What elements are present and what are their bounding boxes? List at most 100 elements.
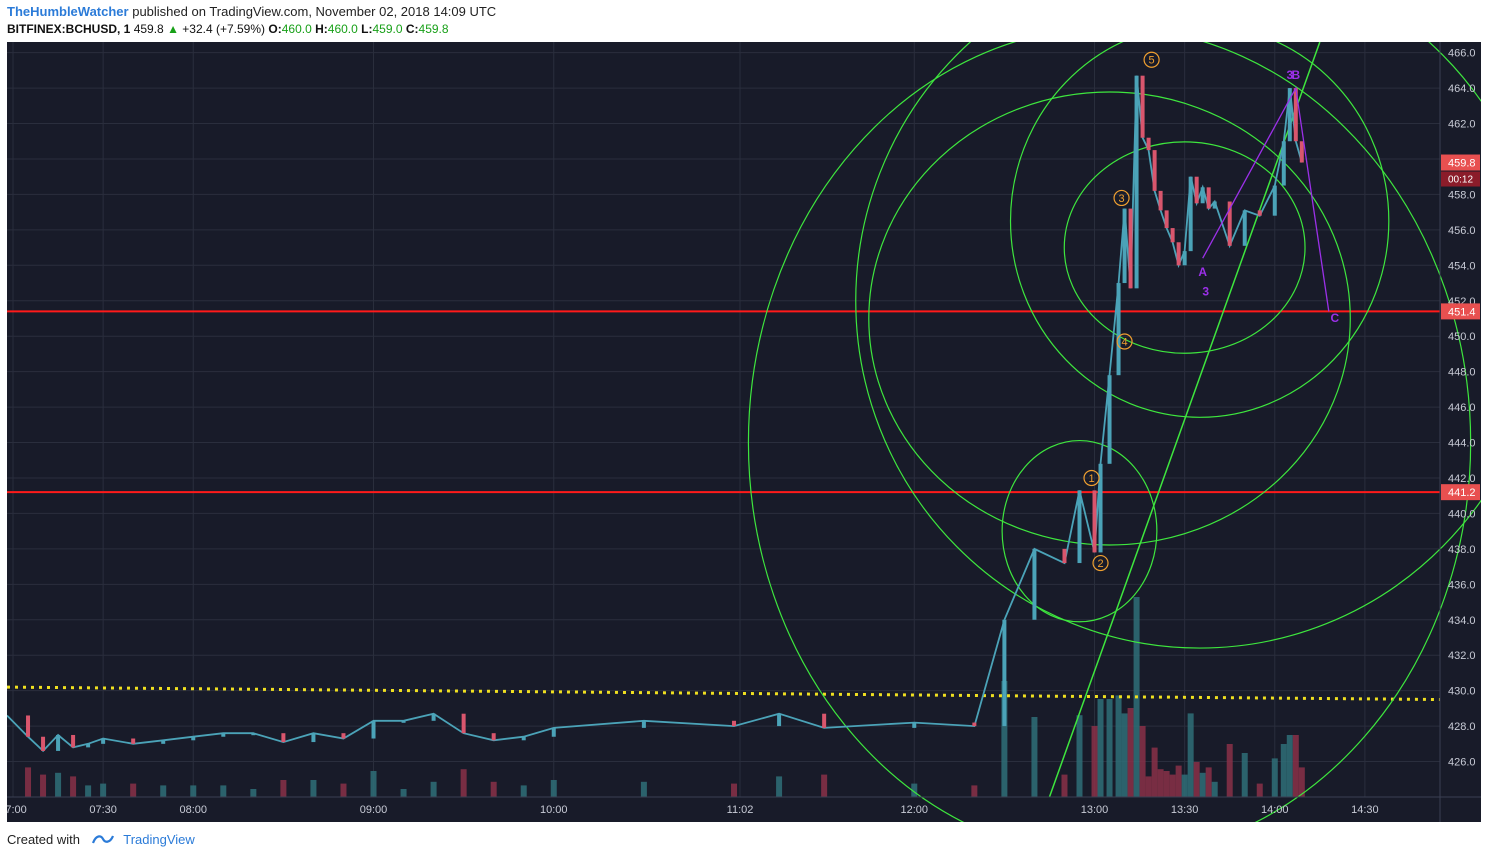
volume-bar	[1169, 774, 1176, 797]
y-tick-label: 430.0	[1448, 686, 1476, 698]
price-tag	[1441, 484, 1480, 501]
candle	[86, 743, 91, 748]
volume-bar	[1187, 713, 1194, 797]
wave-marker	[1092, 554, 1109, 572]
y-tick-label: 436.0	[1448, 579, 1476, 591]
volume-bar	[1271, 758, 1278, 797]
candle	[777, 713, 782, 727]
abc-label: C	[1331, 311, 1340, 325]
close-value: 459.8	[418, 22, 449, 36]
candle	[1092, 490, 1097, 553]
tradingview-logo-icon	[91, 835, 114, 844]
wave-label: 4	[1121, 337, 1127, 349]
wave-marker	[1116, 333, 1133, 350]
wave-label: 2	[1097, 558, 1103, 570]
volume-bar	[1106, 699, 1113, 797]
volume-bar	[490, 781, 497, 797]
published-text: published on TradingView.com, November 0…	[132, 4, 497, 19]
volume-bar	[190, 785, 197, 797]
volume-bar	[55, 772, 62, 797]
open-value: 460.0	[281, 22, 312, 36]
volume-bar	[1001, 681, 1008, 797]
candle	[1212, 201, 1217, 209]
candle	[461, 713, 466, 734]
volume-bar	[40, 774, 47, 797]
volume-bar	[130, 783, 137, 797]
change-value: +32.4 (+7.59%)	[182, 22, 266, 36]
countdown-tag	[1441, 171, 1480, 187]
candle	[371, 720, 376, 739]
volume-bar	[160, 785, 167, 797]
high-value: 460.0	[327, 22, 358, 36]
wave-marker	[1143, 51, 1160, 68]
y-tick-label: 448.0	[1448, 367, 1476, 379]
volume-bar	[1241, 753, 1248, 797]
candle	[56, 734, 61, 751]
candle	[161, 740, 166, 744]
candle	[341, 733, 346, 739]
price-tag-label: 459.8	[1448, 158, 1476, 170]
author-link[interactable]: TheHumbleWatcher	[7, 4, 129, 19]
volume-bar	[1139, 726, 1146, 797]
publish-line: TheHumbleWatcher published on TradingVie…	[7, 4, 496, 19]
candle	[1032, 548, 1037, 620]
candle	[221, 733, 226, 737]
candle	[822, 713, 827, 728]
candle	[1257, 210, 1262, 216]
volume-bar	[460, 769, 467, 797]
fib-circle	[1063, 141, 1306, 354]
y-tick-label: 456.0	[1448, 225, 1476, 237]
y-tick-label: 428.0	[1448, 721, 1476, 733]
wave-marker	[1113, 189, 1130, 207]
volume-bar	[310, 780, 317, 797]
volume-bar	[1097, 699, 1104, 797]
candle	[521, 736, 526, 741]
volume-bar	[520, 785, 527, 797]
grid	[7, 42, 1481, 822]
volume-bar	[1199, 772, 1206, 797]
volume-bar	[1091, 726, 1098, 797]
candle	[1272, 185, 1277, 216]
price-series	[6, 75, 1330, 753]
candle	[1287, 88, 1292, 142]
candle	[1164, 210, 1169, 229]
candle	[1116, 283, 1121, 376]
volume-bar	[911, 783, 918, 797]
close-label: C:	[405, 22, 419, 36]
abc-label: A	[1198, 265, 1207, 279]
last-price: 459.8	[133, 22, 164, 36]
candle	[1158, 190, 1163, 211]
volume-bar	[220, 785, 227, 797]
candle	[1206, 187, 1211, 209]
price-axis[interactable]: 466.0464.0462.0460.0458.0456.0454.0452.0…	[1439, 42, 1480, 822]
x-tick-label: 07:00	[7, 804, 27, 816]
x-tick-label: 09:00	[360, 804, 388, 816]
candle	[551, 727, 556, 737]
candle	[1062, 548, 1067, 564]
y-tick-label: 446.0	[1448, 402, 1476, 414]
volume-bar	[100, 783, 107, 797]
x-tick-label: 14:30	[1351, 804, 1379, 816]
tradingview-link[interactable]: TradingView	[123, 832, 195, 847]
time-axis[interactable]: 07:00 07:30 08:00 09:00 10:00 11:02 12:00 13:00…	[0, 796, 1481, 816]
candle	[732, 720, 737, 727]
symbol-label: BITFINEX:BCHUSD, 1	[7, 22, 131, 36]
volume-bar	[340, 783, 347, 797]
candle	[1182, 251, 1187, 266]
volume-bar	[776, 776, 783, 797]
x-tick-label: 12:00	[901, 804, 929, 816]
volume-bar	[1298, 767, 1305, 797]
volume-bar	[1145, 776, 1152, 797]
volume-bar	[731, 783, 738, 797]
candle	[1200, 187, 1205, 204]
x-tick-label: 13:30	[1171, 804, 1199, 816]
candle	[641, 720, 646, 728]
candle	[1146, 137, 1151, 151]
candle	[1194, 176, 1199, 204]
x-tick-label: 13:00	[1081, 804, 1109, 816]
volume-bar	[550, 780, 557, 797]
wave-marker	[1083, 469, 1100, 487]
volume-bar	[1205, 767, 1212, 797]
